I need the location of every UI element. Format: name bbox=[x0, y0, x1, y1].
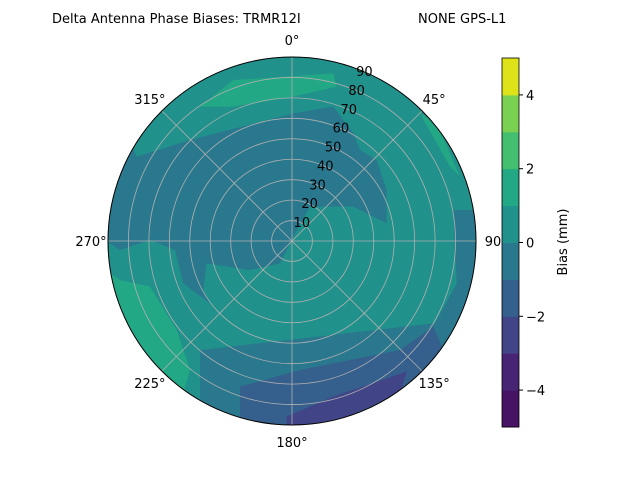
colorbar-band bbox=[502, 131, 519, 170]
theta-tick-label: 135° bbox=[418, 377, 449, 392]
colorbar-band bbox=[502, 316, 519, 354]
chart-title-right: NONE GPS-L1 bbox=[418, 12, 506, 27]
colorbar-label: Bias (mm) bbox=[556, 209, 571, 276]
theta-tick-label: 225° bbox=[134, 377, 165, 392]
r-tick-label: 60 bbox=[333, 122, 350, 137]
colorbar-tick-label: 4 bbox=[526, 89, 534, 104]
polar-grid bbox=[107, 56, 477, 426]
r-tick-label: 40 bbox=[317, 159, 334, 174]
r-tick-label: 50 bbox=[325, 141, 342, 156]
r-tick-label: 20 bbox=[301, 197, 318, 212]
r-tick-label: 30 bbox=[309, 178, 326, 193]
colorbar-band bbox=[502, 242, 519, 280]
theta-gridline bbox=[291, 110, 423, 242]
theta-gridline bbox=[161, 110, 293, 242]
colorbar-tick-label: −4 bbox=[526, 384, 545, 399]
theta-tick-label: 90 bbox=[485, 235, 502, 250]
contour-level-1-2 bbox=[200, 73, 337, 107]
colorbar-band bbox=[502, 58, 519, 96]
theta-tick-label: 45° bbox=[423, 93, 446, 108]
colorbar-band bbox=[502, 279, 519, 317]
polar-frame bbox=[107, 56, 477, 426]
colorbar-band bbox=[502, 168, 519, 207]
contour-level-1-2 bbox=[420, 113, 460, 177]
theta-tick-label: 180° bbox=[276, 436, 307, 451]
colorbar-band bbox=[502, 205, 519, 243]
colorbar-tick-label: 2 bbox=[526, 163, 534, 178]
r-tick-label: 80 bbox=[348, 84, 365, 99]
colorbar-tick-label: −2 bbox=[526, 310, 545, 325]
theta-gridline bbox=[161, 240, 293, 372]
colorbar-band bbox=[502, 353, 519, 391]
theta-tick-label: 0° bbox=[285, 34, 300, 49]
theta-gridline bbox=[291, 240, 423, 372]
contour-level-neg3-neg2 bbox=[286, 371, 407, 425]
colorbar-band bbox=[502, 94, 519, 133]
theta-tick-label: 270° bbox=[75, 235, 106, 250]
contour-level-neg1-0 bbox=[108, 100, 387, 304]
colorbar: −4 −2 0 2 4 bbox=[501, 57, 545, 428]
r-tick-label: 90 bbox=[356, 65, 373, 80]
theta-tick-label: 315° bbox=[134, 93, 165, 108]
colorbar-band bbox=[502, 390, 519, 428]
chart-title-left: Delta Antenna Phase Biases: TRMR12I bbox=[52, 12, 301, 27]
r-tick-label: 70 bbox=[340, 103, 357, 118]
colorbar-tick-label: 0 bbox=[526, 237, 534, 252]
r-tick-label: 10 bbox=[294, 216, 311, 231]
contour-level-neg1-0 bbox=[433, 210, 476, 350]
